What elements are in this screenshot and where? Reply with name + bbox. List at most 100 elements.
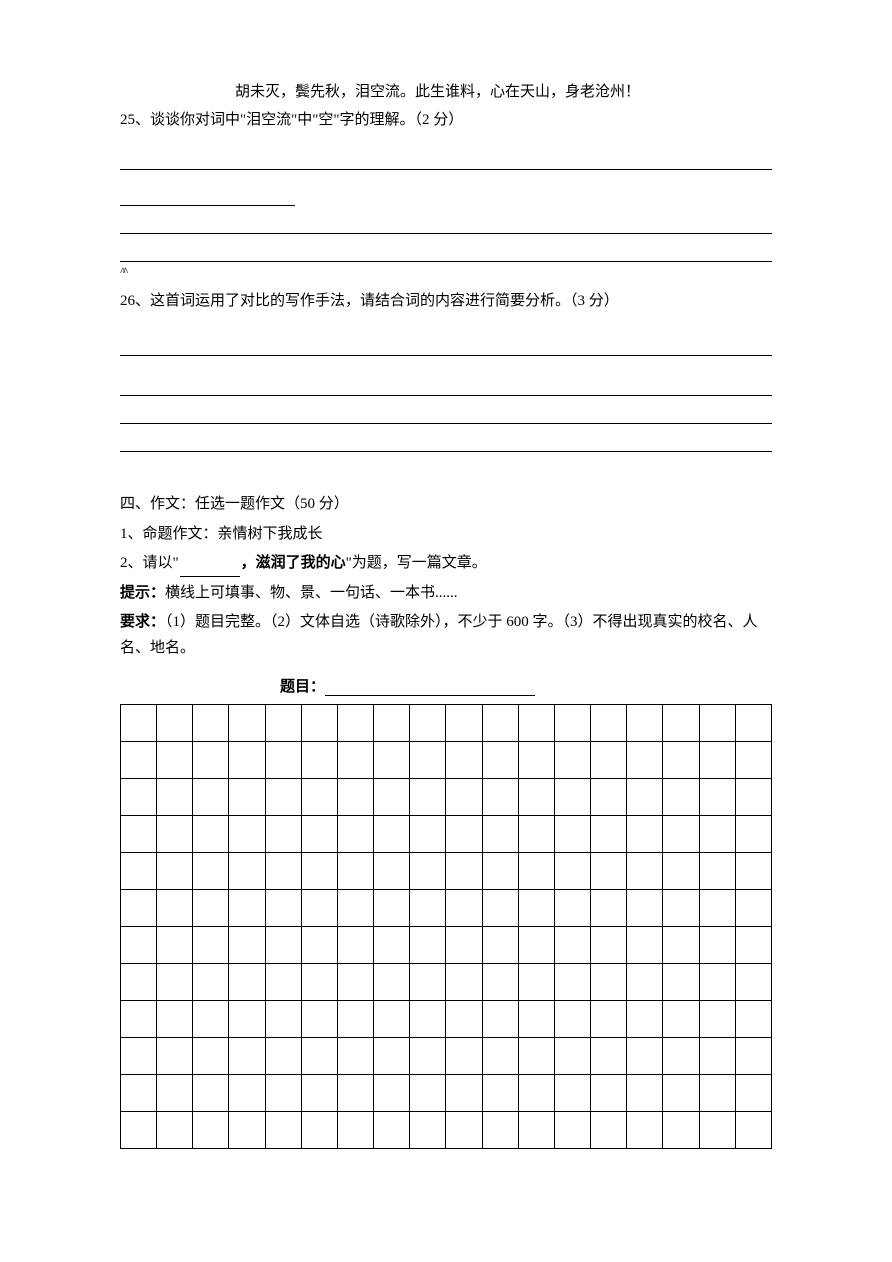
grid-cell[interactable] [410, 1075, 446, 1112]
grid-cell[interactable] [374, 1112, 410, 1149]
grid-cell[interactable] [157, 779, 193, 816]
grid-cell[interactable] [229, 890, 265, 927]
grid-cell[interactable] [591, 927, 627, 964]
grid-cell[interactable] [157, 1038, 193, 1075]
grid-cell[interactable] [591, 1038, 627, 1075]
grid-cell[interactable] [374, 1001, 410, 1038]
grid-cell[interactable] [446, 1112, 482, 1149]
grid-cell[interactable] [121, 927, 157, 964]
grid-cell[interactable] [121, 779, 157, 816]
grid-cell[interactable] [554, 890, 590, 927]
grid-cell[interactable] [337, 705, 373, 742]
grid-cell[interactable] [446, 705, 482, 742]
grid-cell[interactable] [518, 964, 554, 1001]
grid-cell[interactable] [699, 779, 735, 816]
grid-cell[interactable] [374, 816, 410, 853]
grid-cell[interactable] [193, 816, 229, 853]
grid-cell[interactable] [337, 1075, 373, 1112]
grid-cell[interactable] [482, 1001, 518, 1038]
grid-cell[interactable] [735, 742, 771, 779]
grid-cell[interactable] [157, 890, 193, 927]
grid-cell[interactable] [591, 1112, 627, 1149]
fill-blank[interactable] [180, 561, 240, 577]
grid-cell[interactable] [554, 1075, 590, 1112]
grid-cell[interactable] [301, 742, 337, 779]
grid-cell[interactable] [482, 742, 518, 779]
grid-cell[interactable] [301, 779, 337, 816]
grid-cell[interactable] [735, 1038, 771, 1075]
grid-cell[interactable] [554, 964, 590, 1001]
grid-cell[interactable] [735, 1001, 771, 1038]
grid-cell[interactable] [374, 927, 410, 964]
grid-cell[interactable] [482, 964, 518, 1001]
grid-cell[interactable] [446, 742, 482, 779]
grid-cell[interactable] [121, 1038, 157, 1075]
grid-cell[interactable] [735, 779, 771, 816]
grid-cell[interactable] [337, 816, 373, 853]
grid-cell[interactable] [301, 853, 337, 890]
grid-cell[interactable] [663, 705, 699, 742]
grid-cell[interactable] [482, 853, 518, 890]
grid-cell[interactable] [410, 853, 446, 890]
grid-cell[interactable] [410, 890, 446, 927]
grid-cell[interactable] [337, 779, 373, 816]
grid-cell[interactable] [265, 1038, 301, 1075]
grid-cell[interactable] [229, 779, 265, 816]
grid-cell[interactable] [374, 705, 410, 742]
answer-line[interactable] [120, 436, 772, 452]
grid-cell[interactable] [265, 853, 301, 890]
grid-cell[interactable] [699, 927, 735, 964]
grid-cell[interactable] [627, 816, 663, 853]
grid-cell[interactable] [265, 779, 301, 816]
grid-cell[interactable] [374, 1075, 410, 1112]
grid-cell[interactable] [735, 927, 771, 964]
grid-cell[interactable] [554, 927, 590, 964]
grid-cell[interactable] [265, 1001, 301, 1038]
grid-cell[interactable] [663, 853, 699, 890]
grid-cell[interactable] [229, 927, 265, 964]
grid-cell[interactable] [627, 853, 663, 890]
grid-cell[interactable] [663, 1075, 699, 1112]
grid-cell[interactable] [157, 705, 193, 742]
grid-cell[interactable] [121, 964, 157, 1001]
grid-cell[interactable] [374, 779, 410, 816]
grid-cell[interactable] [518, 1075, 554, 1112]
grid-cell[interactable] [446, 927, 482, 964]
grid-cell[interactable] [663, 779, 699, 816]
grid-cell[interactable] [663, 742, 699, 779]
answer-line[interactable] [120, 146, 772, 170]
grid-cell[interactable] [554, 1001, 590, 1038]
answer-line-short[interactable] [120, 182, 295, 206]
grid-cell[interactable] [193, 1075, 229, 1112]
grid-cell[interactable] [663, 1038, 699, 1075]
grid-cell[interactable] [193, 1038, 229, 1075]
grid-cell[interactable] [446, 816, 482, 853]
grid-cell[interactable] [193, 742, 229, 779]
grid-cell[interactable] [627, 1001, 663, 1038]
grid-cell[interactable] [265, 1075, 301, 1112]
grid-cell[interactable] [121, 1112, 157, 1149]
grid-cell[interactable] [663, 816, 699, 853]
grid-cell[interactable] [157, 816, 193, 853]
grid-cell[interactable] [663, 964, 699, 1001]
grid-cell[interactable] [410, 816, 446, 853]
grid-cell[interactable] [301, 705, 337, 742]
grid-cell[interactable] [157, 1112, 193, 1149]
grid-cell[interactable] [121, 853, 157, 890]
grid-cell[interactable] [337, 964, 373, 1001]
grid-cell[interactable] [627, 1038, 663, 1075]
grid-cell[interactable] [301, 1112, 337, 1149]
grid-cell[interactable] [121, 705, 157, 742]
grid-cell[interactable] [374, 853, 410, 890]
grid-cell[interactable] [157, 1001, 193, 1038]
grid-cell[interactable] [554, 1038, 590, 1075]
grid-cell[interactable] [374, 964, 410, 1001]
grid-cell[interactable] [157, 927, 193, 964]
grid-cell[interactable] [193, 779, 229, 816]
grid-cell[interactable] [410, 964, 446, 1001]
grid-cell[interactable] [591, 1001, 627, 1038]
grid-cell[interactable] [193, 853, 229, 890]
grid-cell[interactable] [518, 890, 554, 927]
grid-cell[interactable] [518, 779, 554, 816]
essay-title-blank[interactable] [325, 680, 535, 696]
